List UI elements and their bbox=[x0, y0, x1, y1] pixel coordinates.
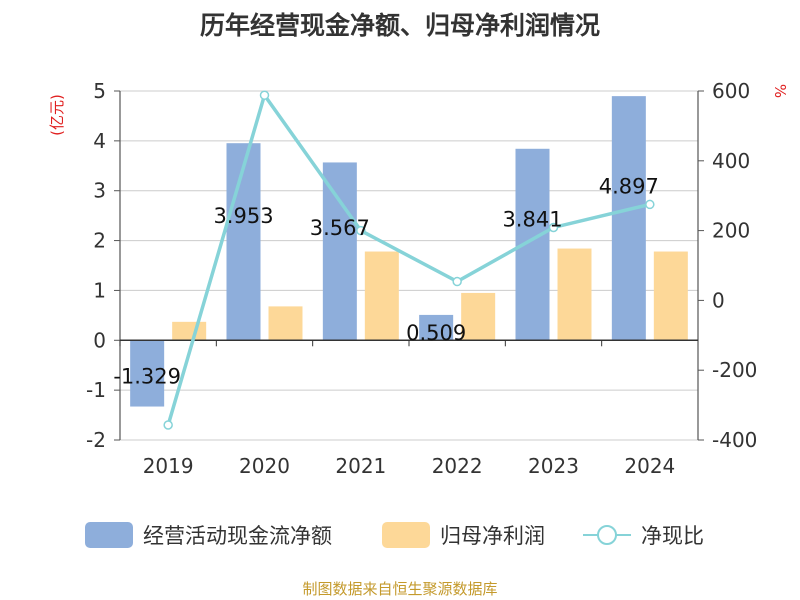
legend-label-operating-cash: 经营活动现金流净额 bbox=[143, 524, 332, 548]
left-tick-label: -2 bbox=[86, 428, 106, 452]
net-profit-bar bbox=[172, 321, 207, 341]
ratio-point bbox=[163, 420, 173, 430]
net-profit-bar bbox=[364, 251, 399, 341]
source-note: 制图数据来自恒生聚源数据库 bbox=[302, 580, 497, 598]
left-axis-label: (亿元) bbox=[48, 94, 66, 136]
ratio-point bbox=[548, 222, 559, 233]
left-tick-label: 0 bbox=[93, 328, 106, 352]
x-tick-label: 2022 bbox=[432, 454, 483, 478]
legend-swatch-operating-cash bbox=[85, 522, 133, 548]
ratio-point bbox=[645, 199, 655, 210]
left-tick-label: 4 bbox=[93, 129, 106, 153]
bars bbox=[130, 96, 688, 407]
right-tick-label: 200 bbox=[712, 219, 750, 243]
right-tick-label: -400 bbox=[712, 428, 757, 452]
legend: 经营活动现金流净额 归母净利润 净现比 bbox=[85, 522, 704, 548]
data-labels: -1.329 3.953 3.567 0.509 3.841 4.897 bbox=[113, 174, 659, 388]
ratio-point bbox=[356, 225, 366, 236]
left-tick-label: 1 bbox=[93, 278, 106, 302]
legend-label-net-profit: 归母净利润 bbox=[440, 524, 545, 548]
left-tick-label: 3 bbox=[93, 179, 106, 203]
chart-title: 历年经营现金净额、归母净利润情况 bbox=[200, 11, 600, 40]
left-tick-label: 5 bbox=[93, 79, 106, 103]
operating-cash-data-label: 0.509 bbox=[406, 321, 466, 345]
legend-swatch-ratio-marker bbox=[597, 525, 617, 545]
operating-cash-bar bbox=[322, 162, 357, 341]
ratio-point bbox=[452, 276, 462, 287]
grid-lines bbox=[120, 90, 698, 441]
right-tick-label: -200 bbox=[712, 358, 757, 382]
operating-cash-data-label: 3.953 bbox=[213, 204, 273, 228]
right-tick-label: 600 bbox=[712, 79, 750, 103]
operating-cash-data-label: 3.841 bbox=[502, 208, 562, 232]
net-profit-bar bbox=[268, 306, 303, 341]
net-profit-bar bbox=[557, 248, 592, 341]
x-tick-label: 2023 bbox=[528, 454, 579, 478]
operating-cash-data-label: -1.329 bbox=[113, 365, 181, 389]
ratio-line bbox=[166, 91, 651, 426]
x-tick-label: 2024 bbox=[624, 454, 675, 478]
right-axis-label: % bbox=[771, 84, 789, 98]
x-tick-label: 2019 bbox=[143, 454, 194, 478]
axes bbox=[114, 90, 704, 441]
ratio-point bbox=[259, 90, 270, 100]
tick-labels: 5 4 3 2 1 0 -1 -2 600 400 200 0 -200 -400 2019 2020 2021… bbox=[86, 79, 757, 478]
net-profit-bar bbox=[653, 251, 688, 341]
net-profit-bar bbox=[461, 292, 496, 341]
x-tick-label: 2020 bbox=[239, 454, 290, 478]
x-tick-label: 2021 bbox=[335, 454, 386, 478]
operating-cash-bar bbox=[611, 96, 646, 341]
left-tick-label: -1 bbox=[86, 378, 106, 402]
legend-label-ratio: 净现比 bbox=[641, 524, 704, 548]
operating-cash-bar bbox=[226, 143, 261, 341]
operating-cash-bar bbox=[130, 340, 165, 407]
right-tick-label: 0 bbox=[712, 288, 725, 312]
right-tick-label: 400 bbox=[712, 149, 750, 173]
operating-cash-data-label: 3.567 bbox=[310, 216, 370, 240]
legend-swatch-net-profit bbox=[382, 522, 430, 548]
operating-cash-bar bbox=[419, 314, 454, 341]
ratio-line-series bbox=[163, 90, 655, 430]
operating-cash-data-label: 4.897 bbox=[599, 174, 659, 198]
left-tick-label: 2 bbox=[93, 229, 106, 253]
